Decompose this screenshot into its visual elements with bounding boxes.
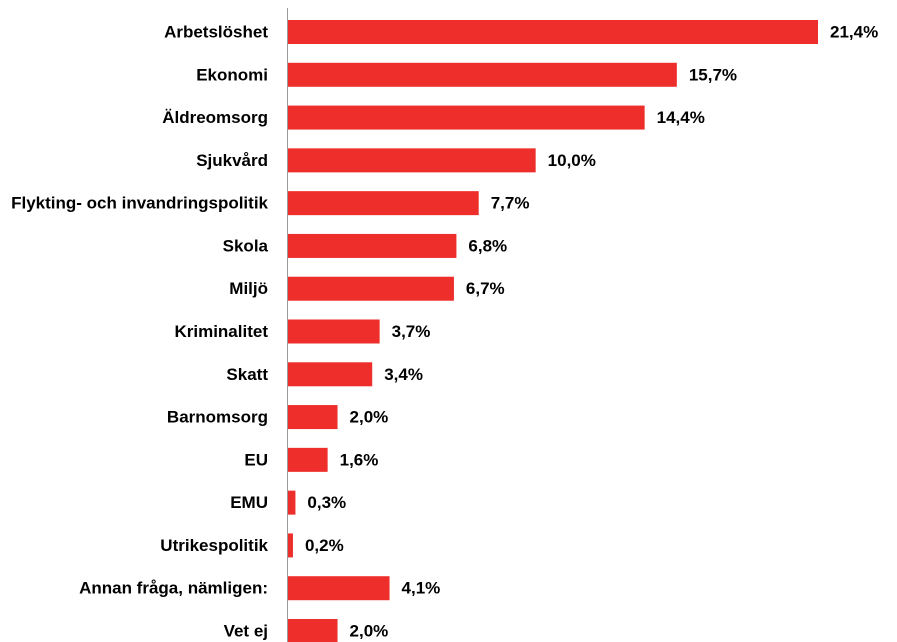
bar bbox=[288, 362, 373, 387]
bar bbox=[288, 576, 390, 601]
data-label: 21,4% bbox=[830, 22, 878, 41]
bar bbox=[288, 233, 457, 258]
data-label: 1,6% bbox=[340, 450, 379, 469]
category-label: Sjukvård bbox=[196, 151, 268, 170]
category-label: Äldreomsorg bbox=[162, 108, 268, 127]
category-label: Vet ej bbox=[224, 621, 268, 640]
data-label: 2,0% bbox=[350, 621, 389, 640]
data-label: 7,7% bbox=[491, 194, 530, 213]
data-label: 6,8% bbox=[468, 236, 507, 255]
data-label: 2,0% bbox=[350, 408, 389, 427]
bar bbox=[288, 276, 454, 301]
bar bbox=[288, 319, 380, 344]
category-label: Skatt bbox=[226, 365, 268, 384]
category-label: Miljö bbox=[229, 279, 268, 298]
category-label: EU bbox=[244, 450, 268, 469]
bar bbox=[288, 62, 677, 87]
bar bbox=[288, 447, 328, 472]
data-label: 0,3% bbox=[307, 493, 346, 512]
category-label: Kriminalitet bbox=[174, 322, 268, 341]
data-label: 3,7% bbox=[392, 322, 431, 341]
category-label: Skola bbox=[223, 236, 269, 255]
data-label: 14,4% bbox=[657, 108, 705, 127]
data-label: 0,2% bbox=[305, 536, 344, 555]
category-label: Arbetslöshet bbox=[164, 22, 268, 41]
category-label: EMU bbox=[230, 493, 268, 512]
category-label: Flykting- och invandringspolitik bbox=[11, 194, 268, 213]
data-label: 10,0% bbox=[548, 151, 596, 170]
bar bbox=[288, 533, 293, 558]
bar bbox=[288, 105, 645, 130]
data-label: 4,1% bbox=[402, 579, 441, 598]
bar bbox=[288, 20, 818, 44]
category-label: Barnomsorg bbox=[167, 408, 268, 427]
bar bbox=[288, 490, 296, 515]
bar bbox=[288, 405, 338, 430]
data-label: 15,7% bbox=[689, 65, 737, 84]
category-label: Annan fråga, nämligen: bbox=[79, 579, 268, 598]
bar bbox=[288, 619, 338, 642]
category-label: Utrikespolitik bbox=[160, 536, 268, 555]
bar bbox=[288, 148, 536, 173]
data-label: 3,4% bbox=[384, 365, 423, 384]
data-label: 6,7% bbox=[466, 279, 505, 298]
bar bbox=[288, 191, 479, 216]
category-label: Ekonomi bbox=[196, 65, 268, 84]
